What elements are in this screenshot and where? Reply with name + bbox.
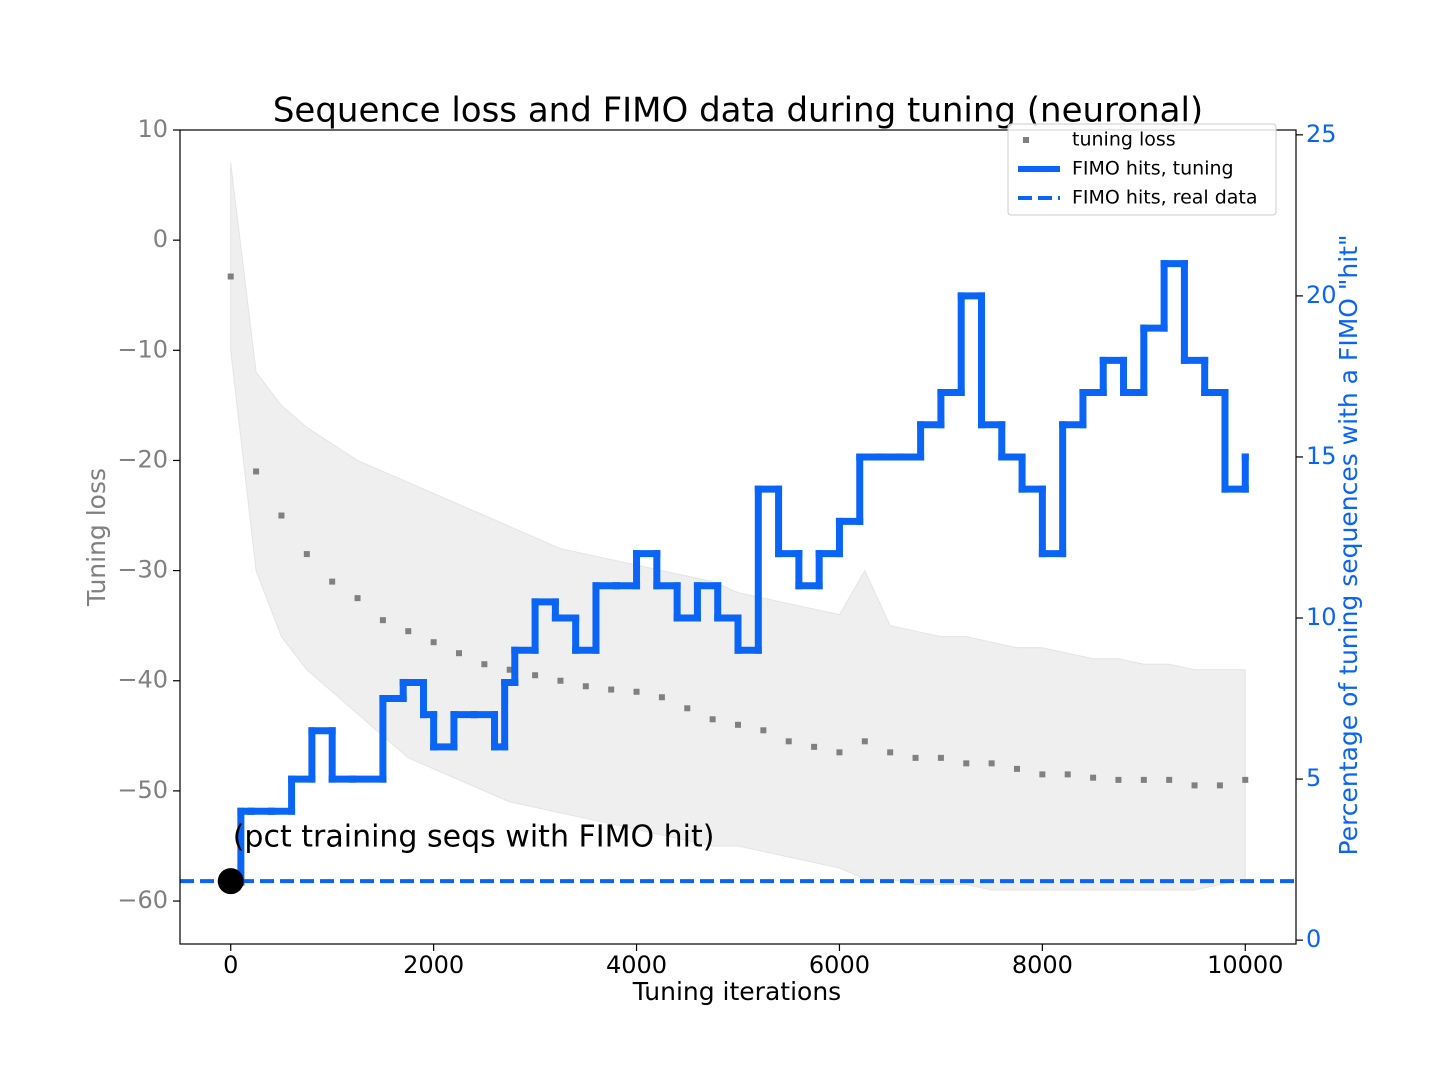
loss-point: [1166, 776, 1173, 783]
legend-label: FIMO hits, real data: [1072, 187, 1258, 209]
loss-point: [506, 666, 513, 673]
loss-point: [658, 694, 665, 701]
loss-point: [253, 468, 260, 475]
x-tick-label: 8000: [1012, 951, 1073, 979]
y2-tick-label: 25: [1306, 120, 1337, 148]
y2-tick-label: 20: [1306, 281, 1337, 309]
loss-point: [303, 551, 310, 558]
loss-point: [481, 661, 488, 668]
x-tick-label: 6000: [809, 951, 870, 979]
y-tick-label: −40: [117, 666, 168, 694]
loss-point: [456, 650, 462, 657]
loss-point: [354, 595, 361, 602]
loss-point: [278, 512, 285, 519]
y-tick-label: −50: [117, 776, 168, 804]
loss-point: [557, 677, 564, 684]
x-tick-label: 4000: [606, 951, 667, 979]
loss-point: [1039, 771, 1046, 778]
loss-point: [912, 754, 919, 761]
loss-point: [684, 705, 691, 712]
reference-marker: [217, 868, 244, 895]
x-axis-label: Tuning iterations: [632, 977, 841, 1006]
x-tick-label: 2000: [403, 951, 464, 979]
loss-point: [329, 578, 336, 585]
y-tick-label: −60: [117, 886, 168, 914]
y-tick-label: 0: [153, 225, 168, 253]
y-tick-label: 10: [137, 115, 168, 143]
loss-point: [836, 749, 843, 756]
loss-point: [1242, 776, 1249, 783]
loss-point: [582, 683, 589, 690]
annotation: (pct training seqs with FIMO hit): [233, 820, 715, 855]
x-tick-label: 10000: [1207, 951, 1283, 979]
y-tick-label: −20: [117, 445, 168, 473]
loss-point: [227, 273, 234, 280]
loss-point: [785, 738, 792, 745]
y-tick-label: −10: [117, 335, 168, 363]
loss-point: [1115, 776, 1122, 783]
loss-point: [937, 754, 944, 761]
loss-point: [430, 639, 437, 646]
loss-point: [811, 743, 818, 750]
loss-point: [379, 617, 386, 624]
loss-point: [887, 749, 894, 756]
loss-point: [1191, 782, 1198, 789]
y2-axis-label: Percentage of tuning sequences with a FI…: [1334, 235, 1363, 856]
loss-point: [1140, 776, 1147, 783]
loss-point: [405, 628, 412, 635]
legend-label: FIMO hits, tuning: [1072, 158, 1234, 180]
loss-point: [1014, 765, 1020, 772]
loss-point: [709, 716, 716, 723]
loss-point: [735, 721, 741, 728]
legend-swatch: [1023, 137, 1029, 143]
y2-tick-label: 5: [1306, 764, 1321, 792]
y2-tick-label: 0: [1306, 925, 1321, 953]
legend-box: [1007, 123, 1277, 216]
y2-tick-label: 15: [1306, 442, 1337, 470]
axes-frame: [179, 129, 1297, 945]
step-line: [227, 260, 1249, 886]
loss-point: [608, 686, 615, 693]
spread-band: [230, 162, 1246, 891]
loss-point: [1090, 774, 1097, 781]
loss-point: [963, 760, 970, 767]
loss-point: [1216, 782, 1223, 789]
y-tick-label: −30: [117, 556, 168, 584]
loss-point: [1064, 771, 1071, 778]
loss-point: [988, 760, 995, 767]
y2-tick-label: 10: [1306, 603, 1337, 631]
legend-label: tuning loss: [1072, 129, 1176, 151]
loss-point: [760, 727, 767, 734]
x-tick-label: 0: [223, 951, 238, 979]
loss-point: [861, 738, 868, 745]
loss-point: [532, 672, 539, 679]
loss-point: [633, 688, 640, 695]
y-axis-label: Tuning loss: [82, 468, 111, 607]
